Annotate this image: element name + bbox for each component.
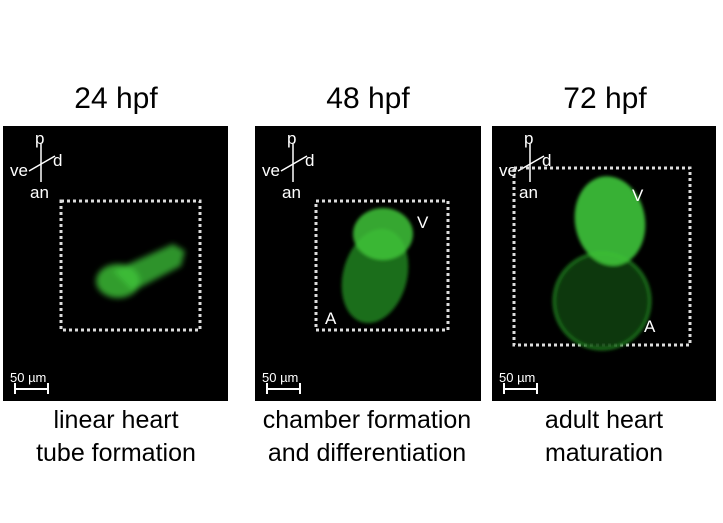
title-48hpf: 48 hpf (326, 82, 410, 115)
caption-line: tube formation (36, 439, 196, 467)
caption-48hpf: chamber formation and differentiation (237, 404, 497, 470)
caption-line: adult heart (544, 406, 664, 434)
micrograph-72hpf: p d ve an V A 50 µm (492, 126, 716, 401)
caption-line: chamber formation (262, 406, 472, 434)
ventricle-label: V (632, 186, 644, 205)
orientation-axes (280, 144, 308, 182)
title-24hpf: 24 hpf (74, 82, 158, 115)
svg-text:an: an (519, 183, 538, 202)
micrograph-24hpf: p d ve an 50 µm (3, 126, 228, 401)
heart-tube-fluorescence (96, 244, 185, 298)
caption-line: linear heart (53, 406, 179, 434)
svg-text:an: an (282, 183, 301, 202)
caption-line: maturation (544, 439, 664, 467)
svg-text:ve: ve (499, 161, 517, 180)
svg-text:ve: ve (10, 161, 28, 180)
region-of-interest-box (59, 199, 202, 332)
scale-bar-label: 50 µm (10, 370, 46, 385)
caption-24hpf: linear heart tube formation (0, 404, 246, 470)
svg-text:p: p (35, 129, 44, 148)
scale-bar-label: 50 µm (499, 370, 535, 385)
caption-72hpf: adult heart maturation (474, 404, 723, 470)
heart-chambers-fluorescence (341, 208, 413, 324)
svg-text:p: p (524, 129, 533, 148)
micrograph-48hpf: p d ve an V A 50 µm (255, 126, 481, 401)
orientation-axes (517, 144, 545, 182)
caption-line: and differentiation (267, 439, 467, 467)
title-72hpf: 72 hpf (563, 82, 647, 115)
region-of-interest-box (314, 199, 450, 332)
heart-chambers-fluorescence (552, 176, 652, 351)
svg-text:an: an (30, 183, 49, 202)
svg-text:ve: ve (262, 161, 280, 180)
atrium-label: A (325, 309, 337, 328)
ventricle-label: V (417, 213, 429, 232)
svg-text:d: d (53, 151, 62, 170)
scale-bar-label: 50 µm (262, 370, 298, 385)
orientation-axes (28, 144, 56, 182)
svg-text:d: d (542, 151, 551, 170)
svg-text:p: p (287, 129, 296, 148)
atrium-label: A (644, 317, 656, 336)
svg-text:d: d (305, 151, 314, 170)
